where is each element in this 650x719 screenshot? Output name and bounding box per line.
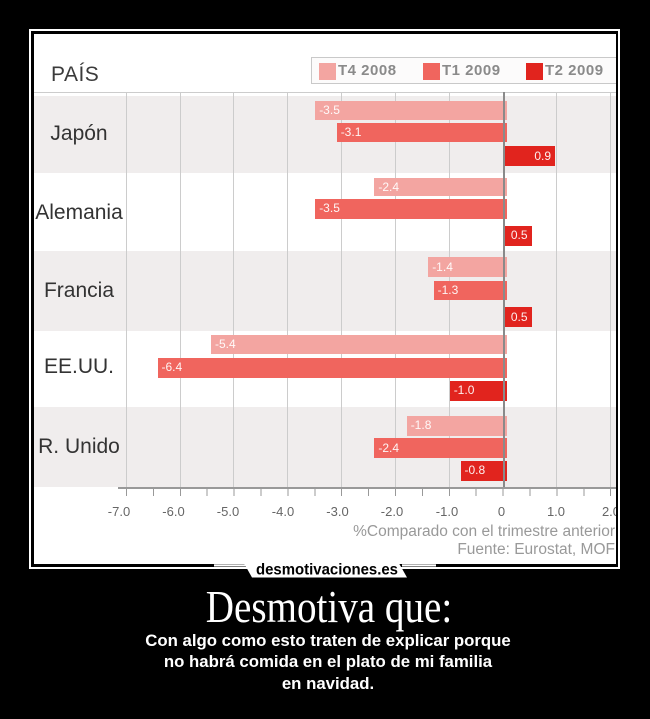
svg-text:desmotivaciones.es: desmotivaciones.es [256, 562, 398, 579]
